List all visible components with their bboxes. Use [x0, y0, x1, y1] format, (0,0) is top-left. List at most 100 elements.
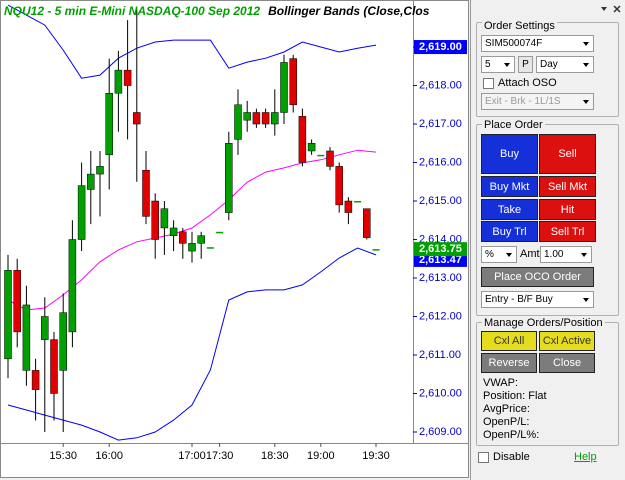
- attach-oso-label: Attach OSO: [498, 77, 557, 89]
- status-line: AvgPrice:: [483, 403, 530, 415]
- price-marker: [414, 242, 467, 257]
- chart-title: NQU12 - 5 min E-Mini NASDAQ-100 Sep 2012…: [4, 4, 430, 18]
- y-tick-label: 2,616.00: [419, 156, 462, 168]
- order-button[interactable]: Buy Mkt: [481, 176, 538, 197]
- attach-oso-checkbox[interactable]: [483, 78, 494, 89]
- x-tick-label: 18:30: [261, 450, 289, 462]
- candle-body: [87, 173, 95, 190]
- candle-body: [59, 312, 67, 371]
- x-tick-label: 16:00: [95, 450, 123, 462]
- candle-body: [280, 62, 288, 113]
- candle-body: [298, 116, 307, 163]
- candle-body: [225, 143, 233, 213]
- place-oco-button[interactable]: Place OCO Order: [481, 267, 594, 287]
- bollinger-upper: [7, 4, 377, 79]
- x-tick-label: 19:00: [307, 450, 335, 462]
- candle-body: [354, 201, 362, 203]
- y-tick-label: 2,613.00: [419, 272, 462, 284]
- candle-body: [151, 200, 159, 240]
- order-button[interactable]: Buy Trl: [481, 221, 538, 242]
- price-marker: [414, 40, 467, 55]
- candle-body: [96, 166, 104, 175]
- account-select[interactable]: SIM500074F: [481, 35, 594, 52]
- candle-body: [123, 69, 132, 86]
- x-tick-label: 19:30: [362, 450, 390, 462]
- manage-button[interactable]: Close: [539, 353, 595, 373]
- candle-body: [335, 166, 343, 206]
- candle-body: [317, 154, 325, 157]
- candle-body: [105, 92, 113, 156]
- candle-body: [261, 112, 270, 125]
- candle-body: [289, 58, 297, 106]
- entry-strategy-select[interactable]: Entry - B/F Buy: [481, 291, 594, 308]
- status-line: OpenP/L:: [483, 416, 530, 428]
- amount-input[interactable]: 1.00: [540, 246, 592, 263]
- candle-body: [372, 249, 380, 251]
- manage-button[interactable]: Reverse: [481, 353, 537, 373]
- candle-body: [243, 112, 251, 121]
- candle-body: [252, 112, 261, 125]
- y-tick-label: 2,609.00: [419, 426, 462, 438]
- order-button[interactable]: Sell: [539, 134, 596, 174]
- y-tick-label: 2,610.00: [419, 387, 462, 399]
- candle-body: [22, 304, 31, 371]
- candle-body: [344, 200, 353, 213]
- candle-body: [169, 227, 178, 236]
- candle-body: [142, 169, 150, 217]
- chart-frame: [0, 0, 469, 478]
- amount-label: Amt: [520, 248, 540, 260]
- disable-checkbox[interactable]: [478, 452, 489, 463]
- order-button[interactable]: Buy: [481, 134, 538, 174]
- offset-type-select[interactable]: %: [481, 246, 517, 263]
- x-tick-label: 17:30: [206, 450, 234, 462]
- candle-body: [216, 231, 224, 234]
- candle-body: [160, 208, 169, 229]
- instrument-title: NQU12 - 5 min E-Mini NASDAQ-100 Sep 2012: [4, 4, 260, 18]
- status-line: VWAP:: [483, 377, 519, 389]
- order-button[interactable]: Take: [481, 199, 538, 220]
- chart: 2,609.00 2,610.00 2,611.00 2,612.00 2,613.00…: [0, 0, 469, 478]
- status-line: Position: Flat: [483, 390, 547, 402]
- price-marker: [414, 252, 467, 267]
- candle-body: [13, 270, 21, 333]
- y-tick-label: 2,611.00: [419, 349, 461, 361]
- candle-body: [41, 316, 49, 340]
- tif-select[interactable]: Day: [536, 56, 594, 73]
- bollinger-lower: [7, 247, 377, 441]
- x-tick-label: 17:00: [178, 450, 206, 462]
- group-title: Manage Orders/Position: [482, 317, 605, 329]
- group-title: Order Settings: [482, 20, 557, 32]
- candle-body: [307, 143, 316, 152]
- candle-body: [363, 208, 371, 238]
- candle-body: [271, 112, 279, 125]
- candle-body: [197, 235, 205, 244]
- quantity-button[interactable]: P: [518, 56, 533, 73]
- disable-label: Disable: [493, 451, 530, 463]
- price-marker-label: 2,613.47: [419, 254, 462, 266]
- order-button[interactable]: Sell Trl: [539, 221, 596, 242]
- help-link[interactable]: Help: [574, 451, 597, 463]
- group-title: Place Order: [482, 119, 545, 131]
- candle-body: [188, 243, 196, 252]
- y-tick-label: 2,612.00: [419, 310, 462, 322]
- manage-button[interactable]: Cxl Active: [539, 331, 595, 351]
- candle-body: [77, 185, 86, 240]
- order-button[interactable]: Hit: [539, 199, 596, 220]
- candle-body: [4, 270, 12, 360]
- candle-body: [31, 370, 40, 390]
- y-tick-label: 2,618.00: [419, 79, 462, 91]
- quantity-input[interactable]: 5: [481, 56, 515, 73]
- plot-area: 2,609.00 2,610.00 2,611.00 2,612.00 2,613.00…: [4, 4, 467, 462]
- price-marker-label: 2,613.75: [419, 243, 462, 255]
- panel-controls[interactable]: [599, 4, 623, 14]
- manage-button[interactable]: Cxl All: [481, 331, 537, 351]
- candle-body: [50, 339, 58, 394]
- candle-body: [206, 247, 214, 249]
- place-order-group: [476, 124, 619, 316]
- candle-body: [133, 112, 141, 125]
- order-button[interactable]: Sell Mkt: [539, 176, 596, 197]
- oso-select[interactable]: Exit - Brk - 1L/1S: [481, 93, 594, 110]
- candle-body: [114, 69, 123, 94]
- candle-body: [326, 150, 334, 167]
